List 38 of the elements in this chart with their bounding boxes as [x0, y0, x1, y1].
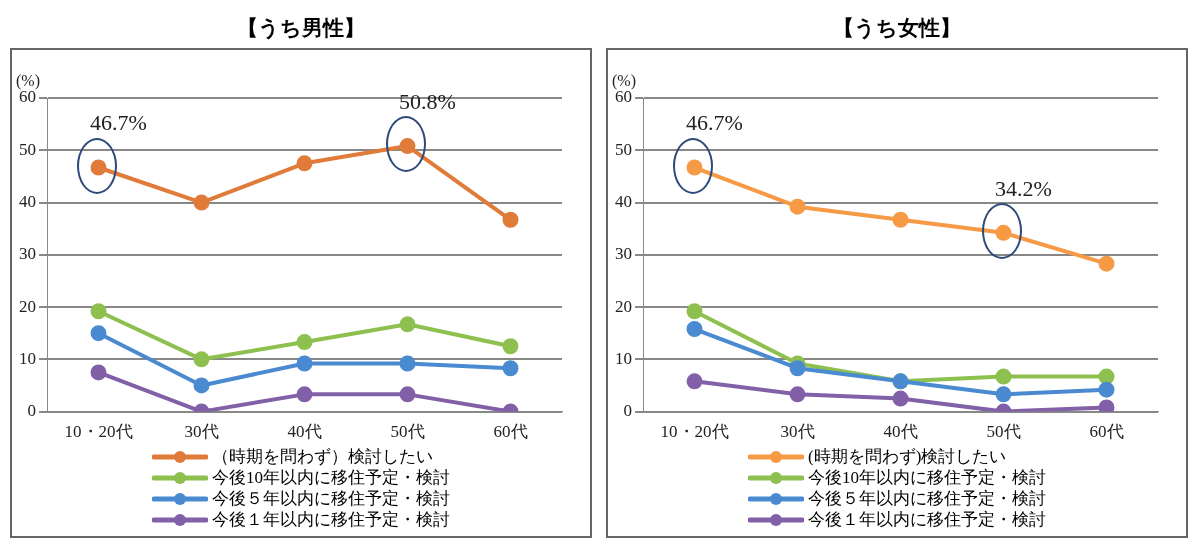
legend-label: 今後１年以内に移住予定・検討: [808, 509, 1046, 530]
y-tick-label: 40: [19, 192, 36, 211]
y-tick-label: 20: [19, 296, 36, 316]
chart-title: 【うち女性】: [833, 15, 961, 42]
y-tick-label: 40: [615, 192, 632, 211]
annotation: 46.7%: [90, 110, 147, 136]
x-tick-label: 10・20代: [660, 422, 729, 442]
y-tick-label: 0: [623, 401, 632, 421]
x-tick-label: 50代: [390, 422, 425, 442]
x-tick-label: 50代: [986, 422, 1021, 442]
annotation: 46.7%: [686, 110, 743, 136]
y-tick-label: 20: [615, 296, 632, 316]
y-tick-label: 10: [615, 348, 632, 368]
y-axis-title: (%): [612, 72, 636, 91]
y-tick-label: 0: [27, 401, 36, 421]
x-tick-label: 30代: [184, 422, 219, 442]
y-tick-label: 50: [19, 139, 36, 159]
legend-label: （時期を問わず）検討したい: [212, 446, 433, 467]
chart-title: 【うち男性】: [237, 15, 365, 42]
y-tick-label: 10: [19, 348, 36, 368]
y-tick-label: 50: [615, 139, 632, 159]
x-tick-label: 60代: [493, 422, 528, 442]
legend-label: 今後５年以内に移住予定・検討: [212, 488, 450, 509]
legend-label: 今後10年以内に移住予定・検討: [212, 467, 450, 488]
legend-label: 今後１年以内に移住予定・検討: [212, 509, 450, 530]
x-tick-label: 60代: [1089, 422, 1124, 442]
annotation: 50.8%: [399, 88, 456, 114]
y-axis-title: (%): [16, 72, 40, 91]
legend-label: 今後５年以内に移住予定・検討: [808, 488, 1046, 509]
x-tick-label: 40代: [883, 422, 918, 442]
x-tick-label: 40代: [287, 422, 322, 442]
y-tick-label: 30: [615, 244, 632, 264]
annotation: 34.2%: [995, 175, 1052, 201]
x-tick-label: 10・20代: [64, 422, 133, 442]
legend-label: 今後10年以内に移住予定・検討: [808, 467, 1046, 488]
y-tick-label: 30: [19, 244, 36, 264]
legend-label: (時期を問わず)検討したい: [808, 446, 1007, 467]
x-tick-label: 30代: [780, 422, 815, 442]
